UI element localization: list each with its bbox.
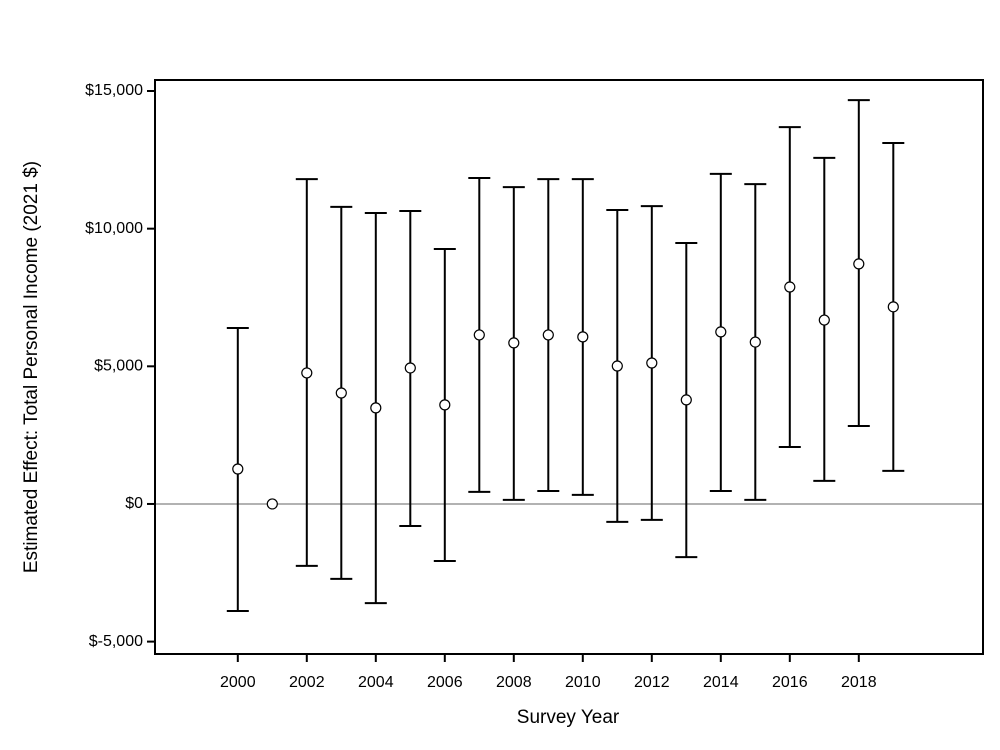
x-tick-label: 2000 [220,674,256,691]
point-estimate [335,387,347,399]
y-tick-label: $-5,000 [89,633,143,650]
x-tick-label: 2018 [841,674,877,691]
point-estimate [232,463,244,475]
point-estimate [439,399,451,411]
point-estimate [301,367,313,379]
point-estimate [646,357,658,369]
point-estimate [370,402,382,414]
point-estimate [577,331,589,343]
point-estimate [542,329,554,341]
point-estimate [611,360,623,372]
y-tick-label: $10,000 [85,220,143,237]
x-tick-label: 2010 [565,674,601,691]
point-estimate [853,258,865,270]
x-tick-label: 2008 [496,674,532,691]
y-tick-label: $0 [125,495,143,512]
point-estimate [266,498,278,510]
point-estimate [818,314,830,326]
point-estimate [680,394,692,406]
point-estimate [887,301,899,313]
point-estimate [404,362,416,374]
point-estimate [749,336,761,348]
x-tick-label: 2002 [289,674,325,691]
y-tick-label: $5,000 [94,358,143,375]
x-tick-label: 2004 [358,674,394,691]
x-tick-label: 2006 [427,674,463,691]
point-estimate [784,281,796,293]
y-tick-label: $15,000 [85,82,143,99]
x-axis-title: Survey Year [517,707,620,728]
point-estimate [508,337,520,349]
x-tick-label: 2016 [772,674,808,691]
y-axis-title: Estimated Effect: Total Personal Income … [21,161,42,573]
x-tick-label: 2014 [703,674,739,691]
x-tick-label: 2012 [634,674,670,691]
point-estimate [715,326,727,338]
point-estimate [473,329,485,341]
